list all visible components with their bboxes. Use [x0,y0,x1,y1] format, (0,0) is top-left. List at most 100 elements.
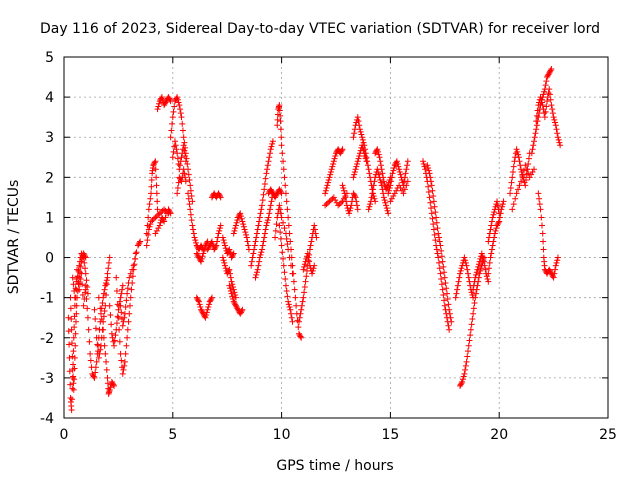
data-point-marker [493,201,500,208]
data-point-marker [190,230,197,237]
data-point-marker [499,201,506,208]
data-point-marker [303,273,310,280]
data-point-marker [326,174,333,181]
data-point-marker [541,88,548,95]
data-point-marker [92,316,99,323]
data-point-marker [513,146,520,153]
data-point-marker [260,191,267,198]
data-point-marker [238,215,245,222]
data-point-marker [325,179,332,186]
data-point-marker [276,202,283,209]
data-point-marker [101,308,108,315]
data-point-marker [471,300,478,307]
data-point-marker [206,242,213,249]
data-point-marker [467,332,474,339]
data-point-marker [120,318,127,325]
data-point-marker [472,290,479,297]
data-point-marker [401,186,408,193]
data-point-marker [375,148,382,155]
data-point-marker [552,262,559,269]
data-point-marker [174,190,181,197]
data-point-marker [222,262,229,269]
data-point-marker [430,221,437,228]
data-point-marker [517,162,524,169]
data-point-marker [285,214,292,221]
data-point-marker [435,230,442,237]
data-point-marker [280,166,287,173]
data-point-marker [191,234,198,241]
data-point-marker [278,142,285,149]
data-point-marker [509,174,516,181]
data-point-marker [111,382,118,389]
data-point-marker [464,266,471,273]
data-point-marker [554,130,561,137]
data-point-marker [229,281,236,288]
data-point-marker [108,378,115,385]
data-point-marker [261,234,268,241]
data-point-marker [277,210,284,217]
data-point-marker [190,226,197,233]
data-point-marker [549,273,556,280]
data-point-marker [494,222,501,229]
data-point-marker [463,358,470,365]
data-point-marker [80,302,87,309]
data-point-marker [214,238,221,245]
data-point-marker [230,298,237,305]
data-point-marker [248,258,255,265]
data-point-marker [326,198,333,205]
data-point-marker [525,170,532,177]
data-point-marker [425,164,432,171]
data-point-marker [486,230,493,237]
data-point-marker [187,206,194,213]
data-point-marker [458,265,465,272]
data-point-marker [533,118,540,125]
y-tick-label: -4 [40,411,54,427]
data-point-marker [459,378,466,385]
data-point-marker [214,234,221,241]
data-point-marker [118,357,125,364]
data-point-marker [324,182,331,189]
data-point-marker [231,300,238,307]
data-point-marker [553,126,560,133]
data-point-marker [237,309,244,316]
data-point-marker [91,306,98,313]
data-point-marker [529,168,536,175]
data-point-marker [145,206,152,213]
data-point-marker [98,316,105,323]
data-point-marker [460,373,467,380]
data-point-marker [454,282,461,289]
data-point-marker [484,275,491,282]
data-point-marker [274,122,281,129]
data-point-marker [181,139,188,146]
data-point-marker [229,253,236,260]
data-point-marker [536,195,543,202]
data-point-marker [274,116,281,123]
data-point-marker [346,210,353,217]
data-point-marker [72,342,79,349]
data-point-marker [367,174,374,181]
data-point-marker [168,127,175,134]
data-point-marker [226,246,233,253]
data-point-marker [94,341,101,348]
data-point-marker [176,102,183,109]
data-point-marker [543,103,550,110]
data-point-marker [547,269,554,276]
data-point-marker [391,190,398,197]
axes: 0 5 10 15 20 25 -4 -3 -2 -1 0 1 2 3 4 5 [40,50,617,443]
data-point-marker [399,179,406,186]
data-point-marker [217,222,224,229]
data-point-marker [322,202,329,209]
data-point-marker [346,207,353,214]
data-point-marker [117,350,124,357]
data-point-marker [266,210,273,217]
data-point-marker [281,174,288,181]
data-point-marker [72,285,79,292]
data-point-marker [240,223,247,230]
data-point-marker [325,199,332,206]
data-point-marker [477,267,484,274]
data-point-marker [198,306,205,313]
data-point-marker [459,376,466,383]
data-point-marker [259,197,266,204]
data-point-marker [456,274,463,281]
data-point-marker [313,234,320,241]
